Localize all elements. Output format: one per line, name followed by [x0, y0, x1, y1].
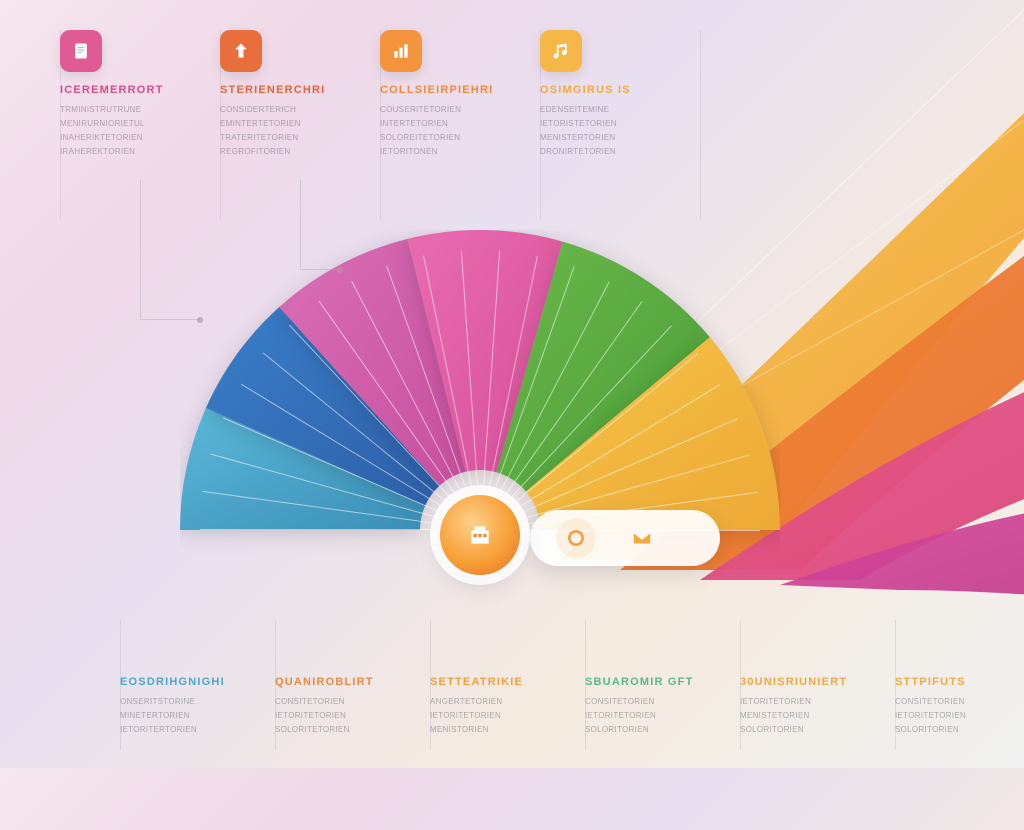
arrow-up-icon: [220, 30, 262, 72]
music-icon: [540, 30, 582, 72]
infographic-canvas: ICEREMERRORT TRMINISTRUTRUNEMENIRURNIORIE…: [0, 0, 1024, 768]
top-column: STERIENERCHRI CONSIDERTERICHEMINTERTETORI…: [220, 30, 380, 160]
document-icon: [60, 30, 102, 72]
column-title: SBUAROMIR GFT: [585, 676, 722, 688]
column-title: 30UNISRIUNIERT: [740, 676, 877, 688]
divider-line: [700, 30, 701, 220]
connector-dot: [337, 267, 343, 273]
pill-mail-icon: [622, 518, 662, 558]
column-desc: EDENSEITEMINEIETORISTETORIENMENISTERTORI…: [540, 104, 680, 158]
bottom-column: QUANIROBLIRT CONSITETORIENIETORITETORIENS…: [275, 676, 430, 738]
bottom-columns: EOSDRIHGNIGHI ONSERITSTORINEMINETERTORIEN…: [120, 676, 1024, 738]
bottom-column: SETTEATRIKIE ANGERTETORIENIETORITETORIENM…: [430, 676, 585, 738]
column-desc: CONSITETORIENIETORITETORIENSOLORITORIEN: [895, 696, 1024, 736]
chart-icon: [380, 30, 422, 72]
bottom-column: EOSDRIHGNIGHI ONSERITSTORINEMINETERTORIEN…: [120, 676, 275, 738]
column-title: STERIENERCHRI: [220, 84, 360, 96]
connector-dot: [197, 317, 203, 323]
column-desc: ONSERITSTORINEMINETERTORIENIETORITERTORI…: [120, 696, 257, 736]
column-desc: CONSITETORIENIETORITETORIENSOLORITETORIE…: [275, 696, 412, 736]
connector-line: [140, 180, 200, 320]
pill-circle-icon: [556, 518, 596, 558]
column-title: SETTEATRIKIE: [430, 676, 567, 688]
column-title: QUANIROBLIRT: [275, 676, 412, 688]
bottom-column: STTPIFUTS CONSITETORIENIETORITETORIENSOLO…: [895, 676, 1024, 738]
hub-pill: [530, 510, 720, 566]
bottom-column: 30UNISRIUNIERT IETORITETORIENMENISTETORIE…: [740, 676, 895, 738]
column-desc: ANGERTETORIENIETORITETORIENMENISTORIEN: [430, 696, 567, 736]
column-desc: CONSITETORIENIETORITETORIENSOLORITORIEN: [585, 696, 722, 736]
column-title: COLLSIEIRPIEHRI: [380, 84, 520, 96]
top-column: COLLSIEIRPIEHRI COUSERITETORIENINTERTETOR…: [380, 30, 540, 160]
bottom-column: SBUAROMIR GFT CONSITETORIENIETORITETORIEN…: [585, 676, 740, 738]
top-columns: ICEREMERRORT TRMINISTRUTRUNEMENIRURNIORIE…: [60, 30, 700, 160]
connector-line: [300, 180, 340, 270]
column-title: OSIMGIRUS IS: [540, 84, 680, 96]
column-title: ICEREMERRORT: [60, 84, 200, 96]
top-column: ICEREMERRORT TRMINISTRUTRUNEMENIRURNIORIE…: [60, 30, 220, 160]
column-desc: IETORITETORIENMENISTETORIENSOLORITORIEN: [740, 696, 877, 736]
column-desc: COUSERITETORIENINTERTETORIENSOLOREITETOR…: [380, 104, 520, 158]
column-title: EOSDRIHGNIGHI: [120, 676, 257, 688]
center-hub-icon: [440, 495, 520, 575]
column-desc: CONSIDERTERICHEMINTERTETORIENTRATERITETO…: [220, 104, 360, 158]
column-title: STTPIFUTS: [895, 676, 1024, 688]
top-column: OSIMGIRUS IS EDENSEITEMINEIETORISTETORIEN…: [540, 30, 700, 160]
column-desc: TRMINISTRUTRUNEMENIRURNIORIETULINAHERIKT…: [60, 104, 200, 158]
